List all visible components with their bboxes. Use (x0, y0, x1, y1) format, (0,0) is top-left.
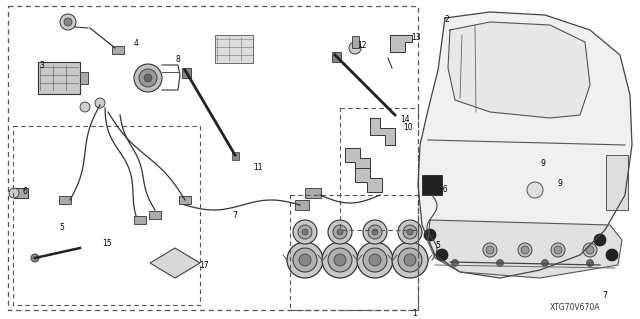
Text: 9: 9 (557, 179, 563, 188)
Text: 3: 3 (40, 61, 44, 70)
Bar (352, 36, 359, 48)
Text: 6: 6 (22, 188, 28, 197)
Text: 5: 5 (436, 241, 440, 249)
Circle shape (407, 229, 413, 235)
Circle shape (328, 220, 352, 244)
Circle shape (372, 229, 378, 235)
Circle shape (594, 234, 606, 246)
Polygon shape (390, 35, 412, 52)
Bar (332, 52, 341, 62)
Circle shape (527, 182, 543, 198)
Circle shape (31, 254, 39, 262)
Circle shape (322, 242, 358, 278)
Bar (134, 216, 146, 224)
Circle shape (293, 220, 317, 244)
Circle shape (363, 220, 387, 244)
Bar (149, 211, 161, 219)
Circle shape (436, 249, 448, 261)
Polygon shape (370, 118, 395, 145)
Circle shape (554, 246, 562, 254)
Bar (305, 188, 321, 198)
Text: 2: 2 (445, 16, 449, 25)
Polygon shape (418, 12, 632, 278)
Circle shape (551, 243, 565, 257)
Polygon shape (428, 220, 622, 278)
Circle shape (60, 14, 76, 30)
Bar (59, 196, 71, 204)
Text: 14: 14 (400, 115, 410, 124)
Polygon shape (345, 148, 370, 172)
Text: 9: 9 (541, 160, 545, 168)
Circle shape (363, 248, 387, 272)
Text: 7: 7 (232, 211, 237, 219)
Circle shape (521, 246, 529, 254)
Bar (232, 152, 239, 160)
Bar (295, 200, 309, 210)
Circle shape (583, 243, 597, 257)
Circle shape (349, 42, 361, 54)
Circle shape (64, 18, 72, 26)
Text: 15: 15 (102, 239, 112, 248)
Bar (182, 68, 191, 78)
Circle shape (398, 220, 422, 244)
Circle shape (334, 254, 346, 266)
Circle shape (302, 229, 308, 235)
Text: 13: 13 (411, 33, 421, 42)
Bar (215, 35, 253, 63)
Polygon shape (355, 168, 382, 192)
Bar (80, 72, 88, 84)
Circle shape (80, 102, 90, 112)
Circle shape (451, 259, 458, 266)
Text: 10: 10 (403, 123, 413, 132)
Text: XTG70V670A: XTG70V670A (550, 303, 600, 313)
Bar (14, 188, 28, 198)
Circle shape (357, 242, 393, 278)
Circle shape (497, 259, 504, 266)
Circle shape (139, 69, 157, 87)
Circle shape (95, 98, 105, 108)
Circle shape (606, 249, 618, 261)
Circle shape (293, 248, 317, 272)
Circle shape (586, 246, 594, 254)
Polygon shape (150, 248, 200, 278)
Text: 5: 5 (60, 222, 65, 232)
Circle shape (287, 242, 323, 278)
Circle shape (392, 242, 428, 278)
Circle shape (398, 248, 422, 272)
Circle shape (134, 64, 162, 92)
Circle shape (333, 225, 347, 239)
Circle shape (424, 229, 436, 241)
Bar (422, 175, 442, 195)
Text: 11: 11 (253, 164, 263, 173)
Circle shape (369, 254, 381, 266)
Text: 17: 17 (199, 262, 209, 271)
Circle shape (541, 259, 548, 266)
Text: 4: 4 (134, 40, 138, 48)
Circle shape (518, 243, 532, 257)
Circle shape (403, 225, 417, 239)
Bar (38, 62, 80, 94)
Text: 8: 8 (175, 56, 180, 64)
Circle shape (144, 74, 152, 82)
Bar (112, 46, 124, 54)
Polygon shape (448, 22, 590, 118)
Circle shape (299, 254, 311, 266)
Circle shape (486, 246, 494, 254)
Circle shape (404, 254, 416, 266)
Text: 7: 7 (603, 291, 607, 300)
Circle shape (586, 259, 593, 266)
Bar (179, 196, 191, 204)
Circle shape (337, 229, 343, 235)
Circle shape (9, 188, 19, 198)
Circle shape (368, 225, 382, 239)
Text: 12: 12 (357, 41, 367, 49)
Circle shape (483, 243, 497, 257)
Circle shape (298, 225, 312, 239)
Bar (606, 155, 628, 210)
Text: 1: 1 (413, 309, 417, 318)
Text: 16: 16 (438, 186, 448, 195)
Circle shape (328, 248, 352, 272)
